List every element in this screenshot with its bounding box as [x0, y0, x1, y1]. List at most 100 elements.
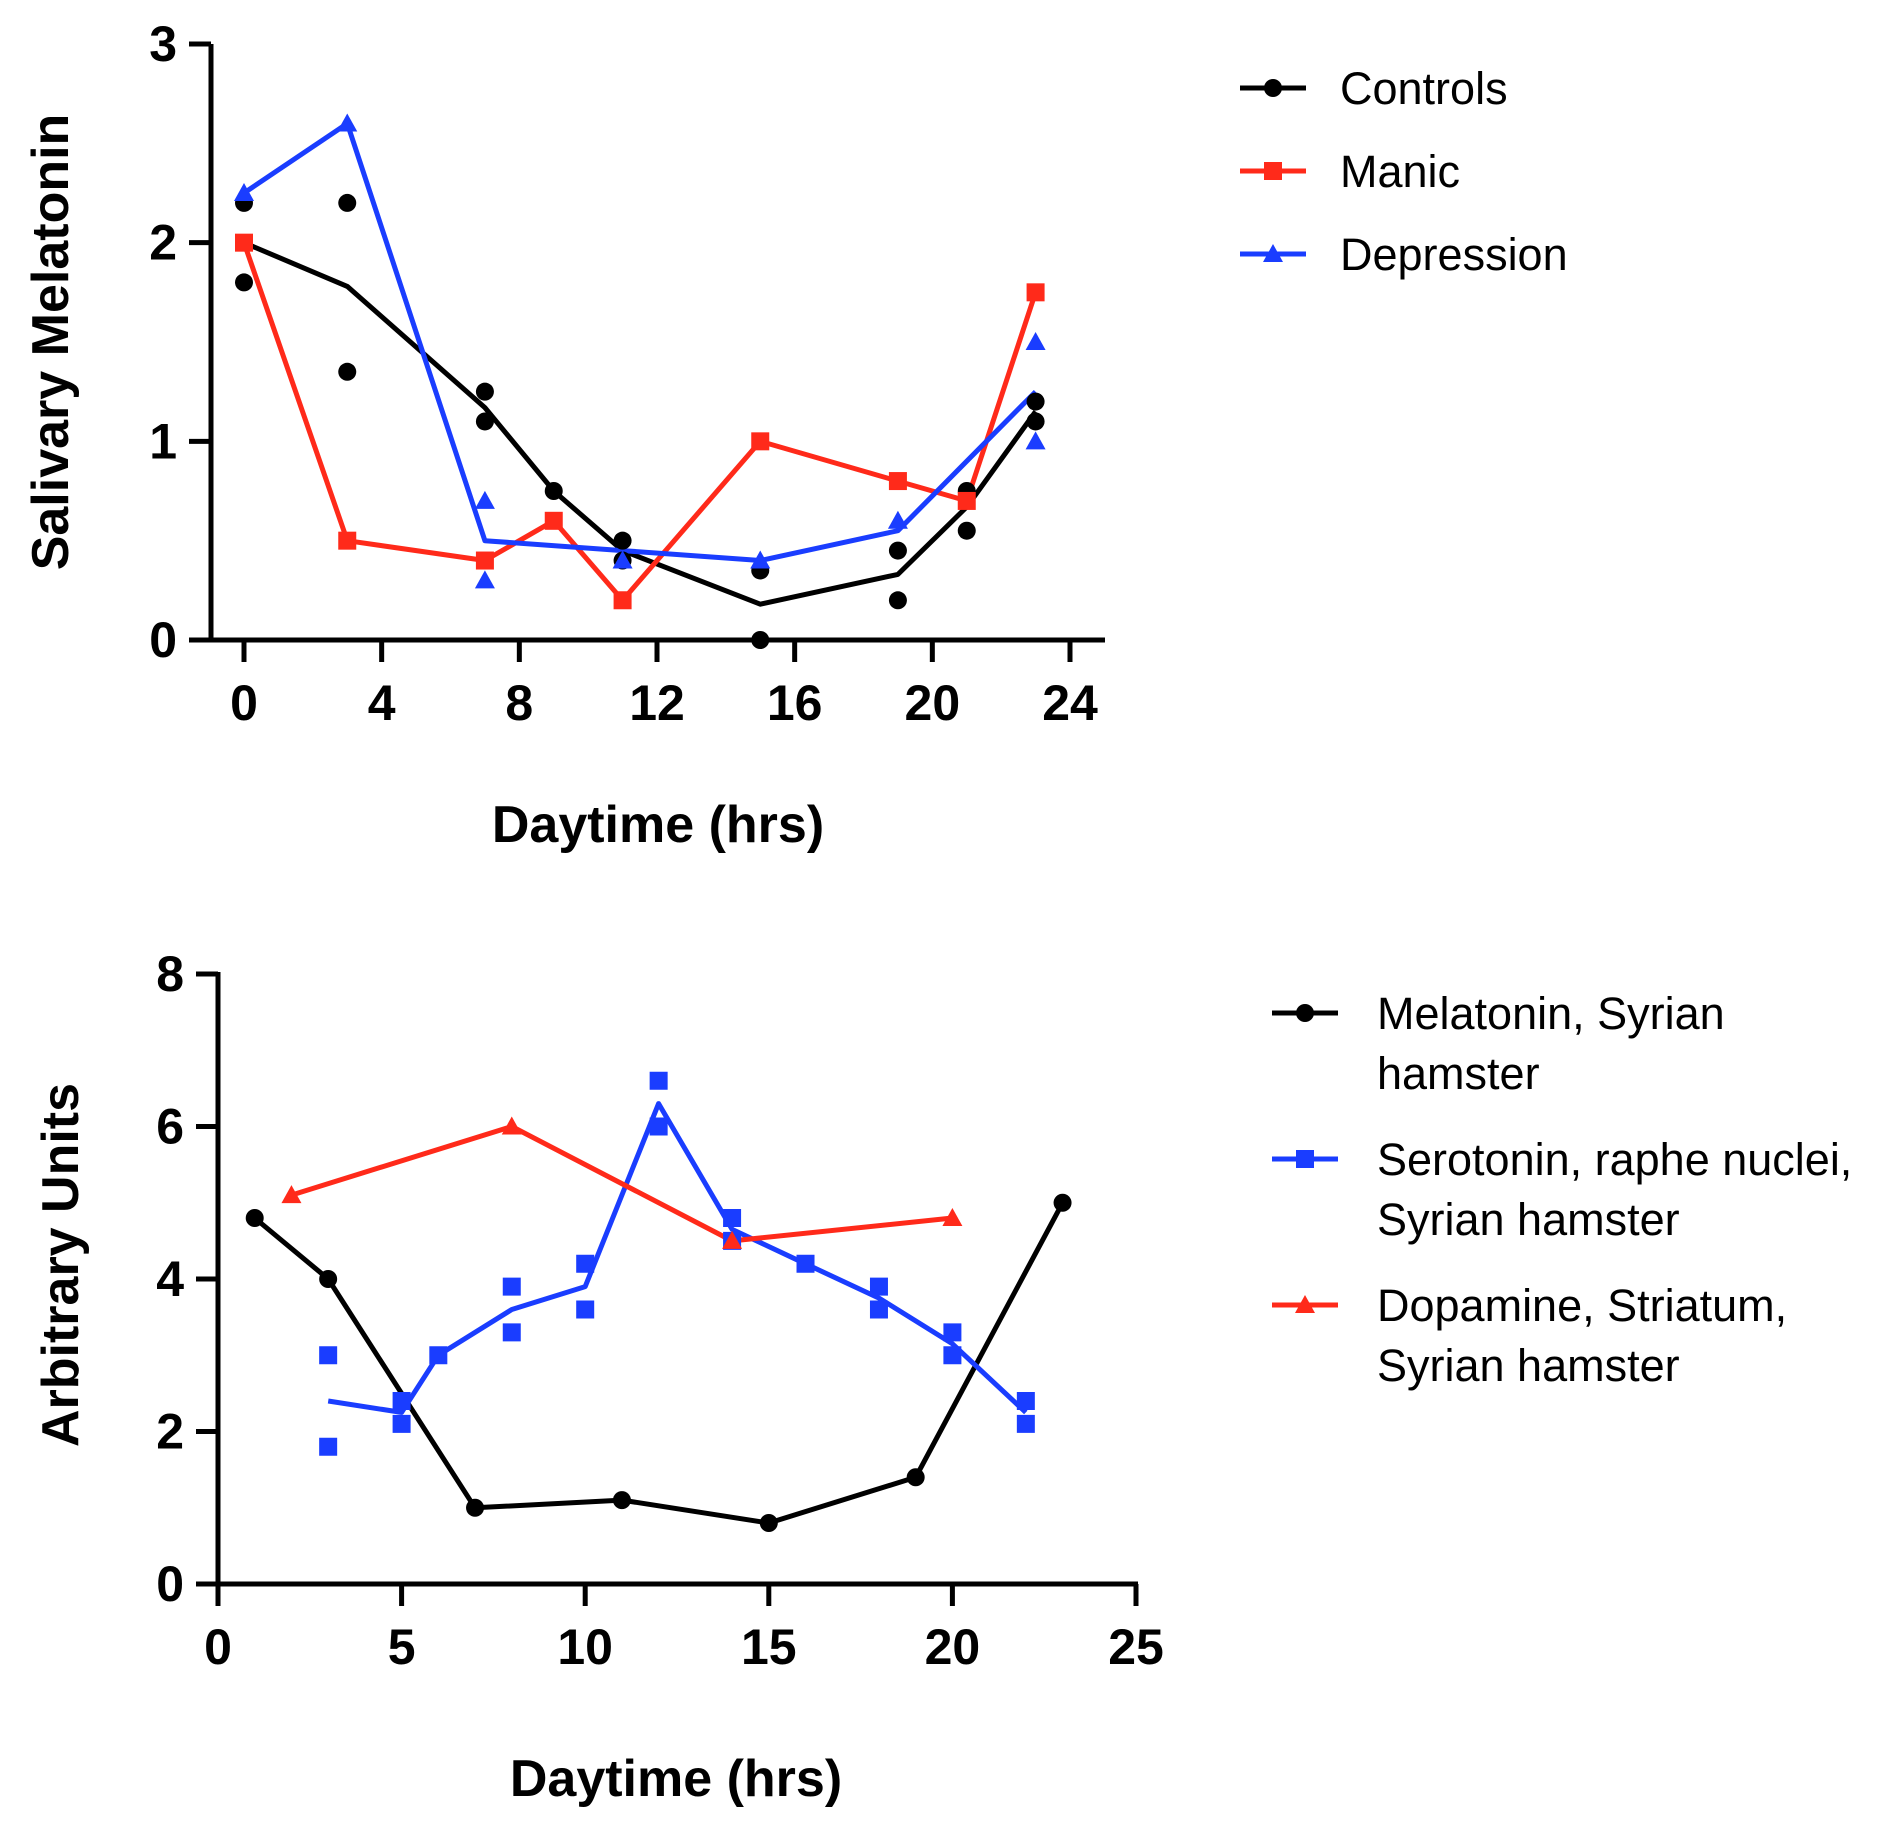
- legend-entry-dopamine: Dopamine, Striatum, Syrian hamster: [1272, 1280, 1800, 1391]
- data-point-serotonin: [576, 1300, 595, 1319]
- data-point-depression: [474, 570, 495, 589]
- data-point-controls: [888, 541, 907, 560]
- data-point-controls: [751, 631, 770, 649]
- y-axis-title: Salivary Melatonin: [22, 114, 80, 571]
- data-point-controls: [888, 591, 907, 610]
- x-tick-label: 20: [905, 675, 961, 731]
- data-point-controls: [1026, 412, 1045, 431]
- legend-label-melatonin: Melatonin, Syrian hamster: [1377, 988, 1737, 1099]
- data-point-depression: [234, 183, 254, 201]
- legend-label-line: hamster: [1377, 1048, 1540, 1099]
- legend-marker-serotonin: [1296, 1150, 1314, 1168]
- legend-marker-controls: [1264, 79, 1282, 97]
- legend-entry-melatonin: Melatonin, Syrian hamster: [1272, 988, 1737, 1099]
- x-tick-label: 12: [629, 675, 685, 731]
- data-point-melatonin: [319, 1270, 338, 1288]
- data-point-depression: [1025, 431, 1046, 450]
- data-point-dopamine: [942, 1208, 963, 1226]
- legend-label-controls: Controls: [1340, 63, 1508, 114]
- data-point-controls: [338, 193, 357, 212]
- legend-label-line: Syrian hamster: [1377, 1194, 1680, 1245]
- data-point-serotonin: [869, 1300, 888, 1319]
- data-point-depression: [1025, 332, 1046, 350]
- data-point-depression: [612, 550, 633, 569]
- data-point-dopamine: [722, 1230, 743, 1249]
- data-point-manic: [751, 432, 770, 451]
- y-tick-label: 0: [149, 612, 177, 668]
- data-point-serotonin: [319, 1437, 338, 1456]
- data-point-controls: [1026, 392, 1045, 411]
- data-point-melatonin: [1053, 1193, 1072, 1212]
- data-point-manic: [475, 551, 494, 570]
- data-point-controls: [475, 382, 494, 401]
- data-point-depression: [750, 550, 771, 569]
- data-point-manic: [957, 491, 976, 510]
- data-point-melatonin: [759, 1514, 778, 1532]
- data-point-controls: [475, 412, 494, 431]
- data-point-melatonin: [245, 1209, 264, 1227]
- x-tick-label: 25: [1108, 1619, 1164, 1675]
- data-point-serotonin: [502, 1277, 521, 1296]
- x-tick-label: 0: [204, 1619, 232, 1675]
- series-lines: [253, 1101, 1065, 1526]
- data-point-controls: [544, 482, 563, 500]
- data-point-melatonin: [906, 1468, 925, 1487]
- data-point-serotonin: [943, 1323, 962, 1342]
- x-tick-label: 20: [925, 1619, 981, 1675]
- legend-label-dopamine: Dopamine, Striatum, Syrian hamster: [1377, 1280, 1800, 1391]
- legend-marker-manic: [1264, 162, 1282, 180]
- series-lines: [241, 121, 1038, 607]
- legend-label-line: Melatonin, Syrian: [1377, 988, 1725, 1039]
- legend-label-manic: Manic: [1340, 146, 1460, 197]
- y-tick-label: 6: [156, 1099, 184, 1155]
- x-tick-label: 0: [230, 675, 258, 731]
- data-point-controls: [235, 273, 253, 292]
- legend-label-line: Serotonin, raphe nuclei,: [1377, 1134, 1852, 1185]
- y-tick-label: 3: [149, 16, 177, 72]
- data-point-serotonin: [576, 1254, 595, 1273]
- legend-entry-serotonin: Serotonin, raphe nuclei, Syrian hamster: [1272, 1134, 1852, 1245]
- y-tick-label: 8: [156, 946, 184, 1002]
- x-tick-label: 5: [388, 1619, 416, 1675]
- series-line-depression: [242, 121, 1038, 563]
- data-point-serotonin: [319, 1346, 338, 1365]
- y-axis-title: Arbitrary Units: [32, 1083, 90, 1447]
- data-point-manic: [544, 511, 563, 530]
- legend-label-depression: Depression: [1340, 229, 1568, 280]
- data-point-melatonin: [466, 1498, 485, 1517]
- data-point-manic: [1026, 283, 1045, 302]
- legend: Melatonin, Syrian hamster Serotonin, rap…: [1272, 988, 1852, 1391]
- data-point-serotonin: [1016, 1392, 1035, 1410]
- legend-label-line: Syrian hamster: [1377, 1340, 1680, 1391]
- data-point-serotonin: [502, 1323, 521, 1342]
- data-point-serotonin: [943, 1346, 962, 1365]
- legend-marker-dopamine: [1295, 1295, 1315, 1313]
- hamster-neurochemistry-chart: 0 5 10 15 20 25 0 2 4 6 8 Arbitrary Units Daytime …: [32, 946, 1852, 1808]
- x-tick-label: 16: [767, 675, 823, 731]
- series-line-serotonin: [327, 1101, 1028, 1415]
- data-points: [245, 1071, 1072, 1532]
- data-point-serotonin: [649, 1071, 668, 1090]
- data-point-serotonin: [392, 1414, 411, 1433]
- x-tick-label: 10: [557, 1619, 613, 1675]
- x-tick-label: 4: [368, 675, 396, 731]
- legend-entry-controls: Controls: [1240, 63, 1508, 114]
- legend-marker-melatonin: [1296, 1004, 1314, 1022]
- y-tick-label: 0: [156, 1556, 184, 1612]
- y-tick-label: 4: [156, 1251, 184, 1307]
- data-point-serotonin: [1016, 1414, 1035, 1433]
- data-point-serotonin: [723, 1209, 742, 1227]
- x-tick-label: 24: [1042, 675, 1098, 731]
- data-point-serotonin: [796, 1254, 815, 1273]
- legend: Controls Manic Depression: [1240, 63, 1568, 280]
- data-point-dopamine: [281, 1185, 302, 1204]
- series-line-melatonin: [253, 1201, 1065, 1526]
- data-point-controls: [957, 521, 976, 540]
- x-tick-label: 8: [505, 675, 533, 731]
- legend-marker-depression: [1263, 244, 1283, 262]
- data-points: [234, 113, 1046, 649]
- y-tick-label: 2: [156, 1404, 184, 1460]
